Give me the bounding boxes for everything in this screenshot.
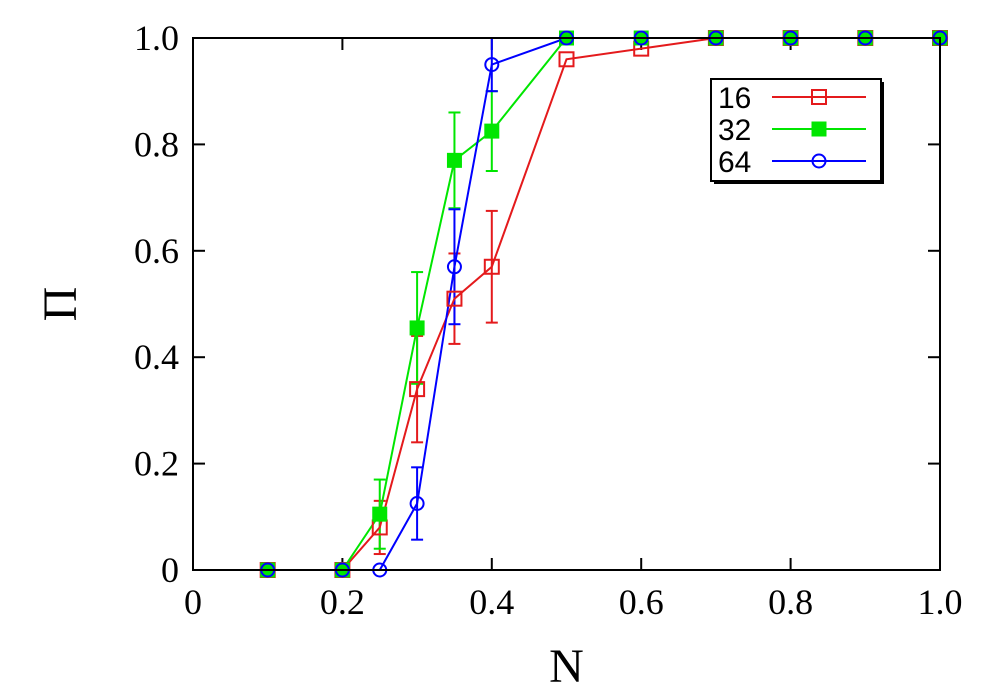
legend-label-32: 32 <box>718 114 751 147</box>
x-tick-label: 0.2 <box>320 582 365 622</box>
data-point-16 <box>483 258 500 275</box>
data-point-32 <box>409 320 425 336</box>
x-tick-label: 0 <box>184 582 202 622</box>
legend-label-64: 64 <box>718 146 751 179</box>
data-point-16 <box>446 290 463 307</box>
plot-frame <box>192 37 941 571</box>
y-tick-labels: 0 0.2 0.4 0.6 0.8 1.0 <box>134 18 179 590</box>
data-point-32 <box>372 506 388 522</box>
legend-marker-64 <box>811 153 827 169</box>
x-tick-label: 0.4 <box>469 582 514 622</box>
y-tick-label: 0.8 <box>134 124 179 164</box>
data-point-64 <box>446 259 462 275</box>
x-tick-label: 0.6 <box>619 582 664 622</box>
legend-marker-32 <box>811 121 827 137</box>
legend-label-16: 16 <box>718 82 751 115</box>
y-tick-label: 1.0 <box>134 18 179 58</box>
data-point-16 <box>409 381 426 398</box>
legend-marker-16 <box>811 89 827 105</box>
error-bars <box>373 37 498 556</box>
data-point-64 <box>484 57 500 73</box>
y-tick-label: 0.2 <box>134 444 179 484</box>
y-tick-label: 0 <box>161 550 179 590</box>
data-point-64 <box>409 496 425 511</box>
x-tick-label: 0.8 <box>768 582 813 622</box>
x-tick-labels: 0 0.2 0.4 0.6 0.8 1.0 <box>184 582 963 622</box>
y-tick-label: 0.6 <box>134 231 179 271</box>
x-axis-title: N <box>549 640 584 693</box>
y-tick-label: 0.4 <box>134 337 179 377</box>
y-axis-title: Π <box>34 287 87 322</box>
data-point-32 <box>484 123 500 139</box>
x-tick-label: 1.0 <box>918 582 963 622</box>
data-point-16 <box>558 51 575 68</box>
data-point-32 <box>446 152 462 168</box>
